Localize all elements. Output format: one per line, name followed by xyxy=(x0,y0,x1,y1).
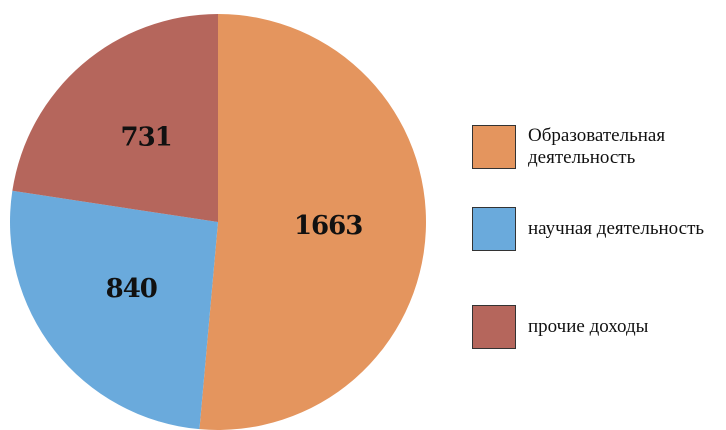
pie-slice xyxy=(12,14,218,222)
legend-swatch xyxy=(472,125,516,169)
data-label: 1663 xyxy=(294,211,362,241)
legend-label: прочие доходы xyxy=(528,316,726,338)
legend-item: научная деятельность xyxy=(472,207,726,251)
data-label: 731 xyxy=(120,122,171,152)
pie-slice xyxy=(10,191,218,429)
chart: 1663 840 731 Образовательная деятельность н… xyxy=(0,0,726,430)
legend-swatch xyxy=(472,207,516,251)
legend-item: Образовательная деятельность xyxy=(472,125,726,169)
legend-label: научная деятельность xyxy=(528,218,726,240)
legend-label: Образовательная деятельность xyxy=(528,125,726,169)
data-label: 840 xyxy=(106,274,157,304)
legend-swatch xyxy=(472,305,516,349)
legend-item: прочие доходы xyxy=(472,305,726,349)
